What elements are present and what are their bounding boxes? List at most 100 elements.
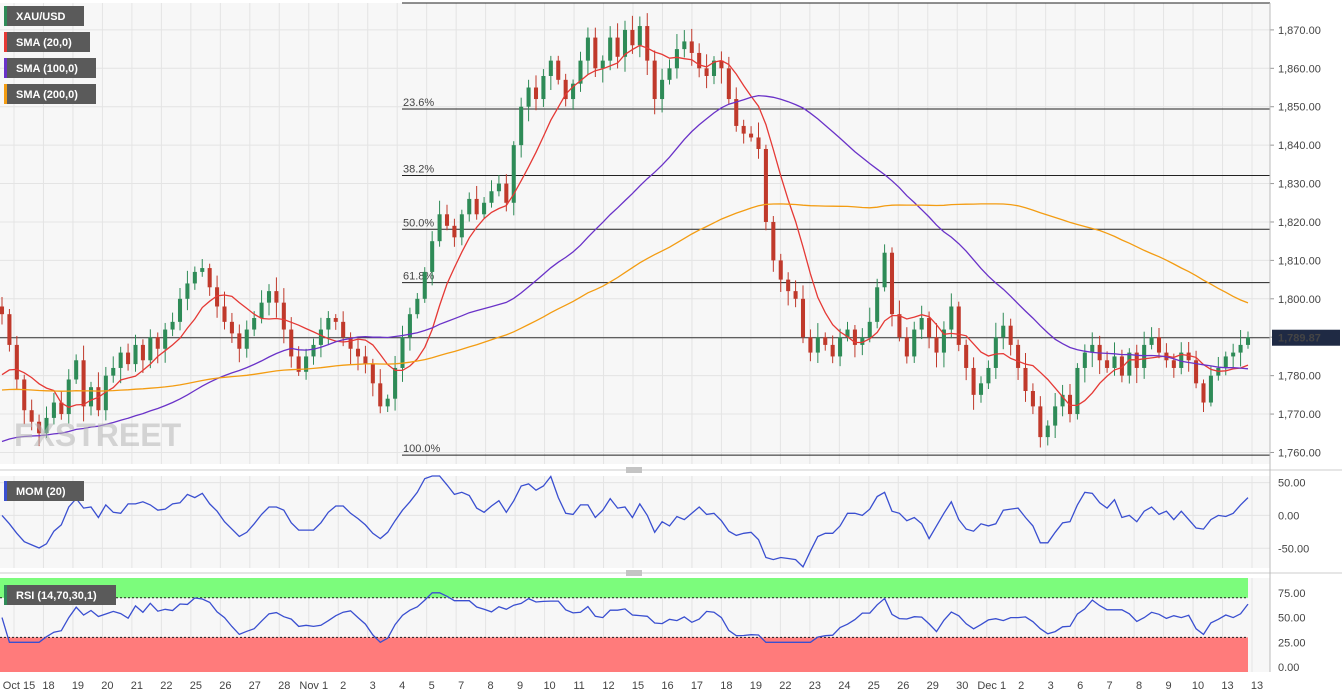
candle-body bbox=[882, 252, 887, 288]
y-tick-label: 1,800.00 bbox=[1278, 294, 1321, 306]
last-price-label: 1,789.87 bbox=[1278, 333, 1321, 345]
candle-body bbox=[222, 306, 227, 322]
fib-label: 38.2% bbox=[403, 163, 434, 175]
candle-body bbox=[326, 318, 331, 330]
candle-body bbox=[1001, 325, 1006, 338]
candle-body bbox=[207, 268, 212, 288]
x-tick-label: 25 bbox=[868, 680, 880, 692]
candle-body bbox=[823, 337, 828, 345]
x-tick-label: 21 bbox=[131, 680, 143, 692]
candle-body bbox=[474, 198, 479, 215]
candle-body bbox=[1201, 383, 1206, 403]
sma-layer bbox=[1, 44, 1249, 443]
x-tick-label: 23 bbox=[809, 680, 821, 692]
x-tick-label: 10 bbox=[1192, 680, 1204, 692]
candle-body bbox=[415, 298, 420, 315]
candle-body bbox=[897, 314, 902, 338]
x-tick-label: 19 bbox=[750, 680, 762, 692]
x-tick-label: Dec 1 bbox=[977, 680, 1006, 692]
x-tick-label: 24 bbox=[838, 680, 850, 692]
candle-body bbox=[1179, 352, 1184, 368]
x-tick-label: 26 bbox=[897, 680, 909, 692]
candle-body bbox=[912, 329, 917, 357]
candle-body bbox=[1112, 356, 1117, 368]
candle-body bbox=[51, 402, 56, 418]
y-tick-label: 1,810.00 bbox=[1278, 255, 1321, 267]
sma20-line bbox=[1, 44, 1249, 409]
rsi-y-label: 25.00 bbox=[1278, 637, 1306, 649]
candle-body bbox=[1171, 360, 1176, 368]
candle-body bbox=[459, 214, 464, 238]
candle-body bbox=[533, 87, 539, 100]
legend-mom-box bbox=[4, 481, 84, 501]
candle-body bbox=[341, 321, 346, 338]
candle-body bbox=[934, 337, 939, 353]
candle-body bbox=[467, 198, 472, 215]
candle-body bbox=[229, 321, 234, 334]
candle-body bbox=[593, 37, 598, 69]
candle-body bbox=[311, 344, 316, 357]
x-tick-label: 13 bbox=[1251, 680, 1263, 692]
candle-body bbox=[652, 60, 657, 100]
candle-body bbox=[259, 302, 264, 319]
candle-body bbox=[1075, 367, 1080, 415]
candle-body bbox=[437, 214, 442, 242]
legend-mom-text: MOM (20) bbox=[16, 486, 66, 498]
candle-body bbox=[274, 291, 279, 303]
x-tick-label: 2 bbox=[340, 680, 346, 692]
candle-body bbox=[185, 283, 190, 299]
candle-body bbox=[889, 252, 895, 315]
candle-body bbox=[585, 37, 590, 61]
y-tick-label: 1,860.00 bbox=[1278, 63, 1321, 75]
candle-body bbox=[14, 344, 19, 380]
candle-body bbox=[363, 356, 368, 365]
x-tick-label: 17 bbox=[691, 680, 703, 692]
last-price-box bbox=[1272, 329, 1340, 346]
candle-body bbox=[88, 387, 94, 407]
y-tick-label: 1,760.00 bbox=[1278, 447, 1321, 459]
candle-body bbox=[1090, 344, 1095, 353]
candle-body bbox=[741, 125, 746, 134]
candle-body bbox=[949, 306, 954, 330]
candle-body bbox=[1127, 352, 1132, 376]
candle-body bbox=[296, 356, 301, 372]
candle-body bbox=[793, 291, 798, 299]
x-tick-label: 5 bbox=[429, 680, 435, 692]
candle-body bbox=[875, 287, 880, 322]
candle-body bbox=[860, 337, 865, 345]
candle-body bbox=[904, 337, 909, 357]
x-tick-label: 18 bbox=[42, 680, 54, 692]
candle-body bbox=[548, 60, 553, 76]
candle-body bbox=[1245, 337, 1251, 345]
x-tick-label: 7 bbox=[1107, 680, 1113, 692]
candle-body bbox=[163, 329, 168, 349]
candle-body bbox=[155, 337, 160, 349]
candle-body bbox=[393, 367, 398, 399]
candle-body bbox=[719, 60, 724, 69]
candle-body bbox=[148, 337, 153, 361]
legend-main-1-swatch bbox=[4, 32, 7, 52]
x-tick-label: 9 bbox=[517, 680, 523, 692]
candle-body bbox=[126, 352, 131, 365]
candle-body bbox=[422, 271, 427, 299]
x-tick-label: 22 bbox=[160, 680, 172, 692]
x-tick-label: 29 bbox=[927, 680, 939, 692]
y-tick-label: 1,820.00 bbox=[1278, 217, 1321, 229]
candle-body bbox=[140, 344, 145, 361]
candle-body bbox=[726, 68, 731, 100]
candle-body bbox=[452, 225, 457, 238]
candle-body bbox=[867, 321, 872, 338]
candle-body bbox=[44, 417, 49, 434]
oscillator-layer bbox=[1, 475, 1249, 644]
candle-body bbox=[660, 79, 665, 100]
x-tick-label: 16 bbox=[661, 680, 673, 692]
candle-body bbox=[333, 318, 338, 322]
candle-body bbox=[289, 329, 294, 357]
candle-body bbox=[919, 318, 924, 330]
candle-body bbox=[444, 214, 450, 226]
candle-body bbox=[348, 337, 353, 349]
candle-body bbox=[845, 329, 850, 338]
candle-body bbox=[941, 329, 946, 353]
axis-layer: Oct 15 18 19 20 21 22 25 26 27 28 Nov 1 2 3 4 5 7 8 9 10 11… bbox=[3, 3, 1340, 692]
rsi-y-label: 0.00 bbox=[1278, 662, 1299, 674]
